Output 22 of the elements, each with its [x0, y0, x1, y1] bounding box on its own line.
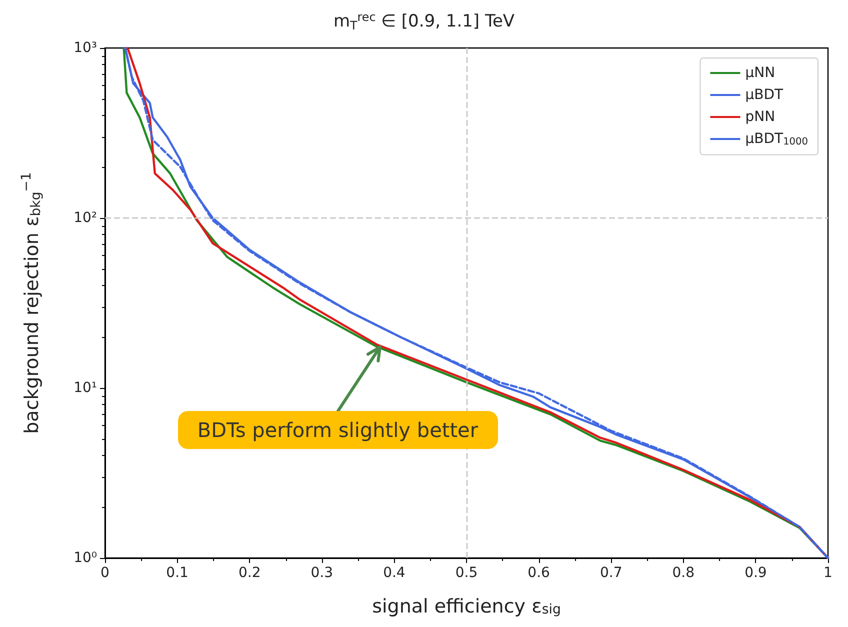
x-tick-label: 0.5 [455, 565, 478, 581]
x-tick-label: 1 [824, 565, 832, 581]
x-tick-label: 0.3 [310, 565, 334, 581]
x-axis-title: signal efficiency εsig [372, 595, 561, 618]
x-tick-label: 0.6 [528, 565, 550, 581]
y-axis-title: background rejection εbkg−1 [20, 172, 44, 434]
legend-label: μBDT [745, 87, 784, 103]
x-tick-label: 0.7 [600, 565, 622, 581]
legend-label: pNN [745, 109, 776, 125]
x-tick-label: 0.8 [672, 565, 695, 581]
legend-label: μBDT1000 [745, 131, 808, 148]
x-tick-label: 0.4 [383, 565, 406, 581]
y-tick-label: 10³ [74, 40, 97, 56]
x-tick-label: 0 [100, 565, 110, 581]
x-tick-label: 0.1 [166, 565, 188, 581]
x-tick-label: 0.9 [744, 565, 767, 581]
y-tick-label: 10¹ [74, 380, 97, 396]
legend-label: μNN [745, 65, 776, 81]
y-tick-label: 10² [74, 210, 97, 226]
x-tick-label: 0.2 [238, 565, 261, 581]
y-tick-label: 10⁰ [74, 550, 98, 566]
annotation: BDTs perform slightly better [178, 410, 498, 449]
